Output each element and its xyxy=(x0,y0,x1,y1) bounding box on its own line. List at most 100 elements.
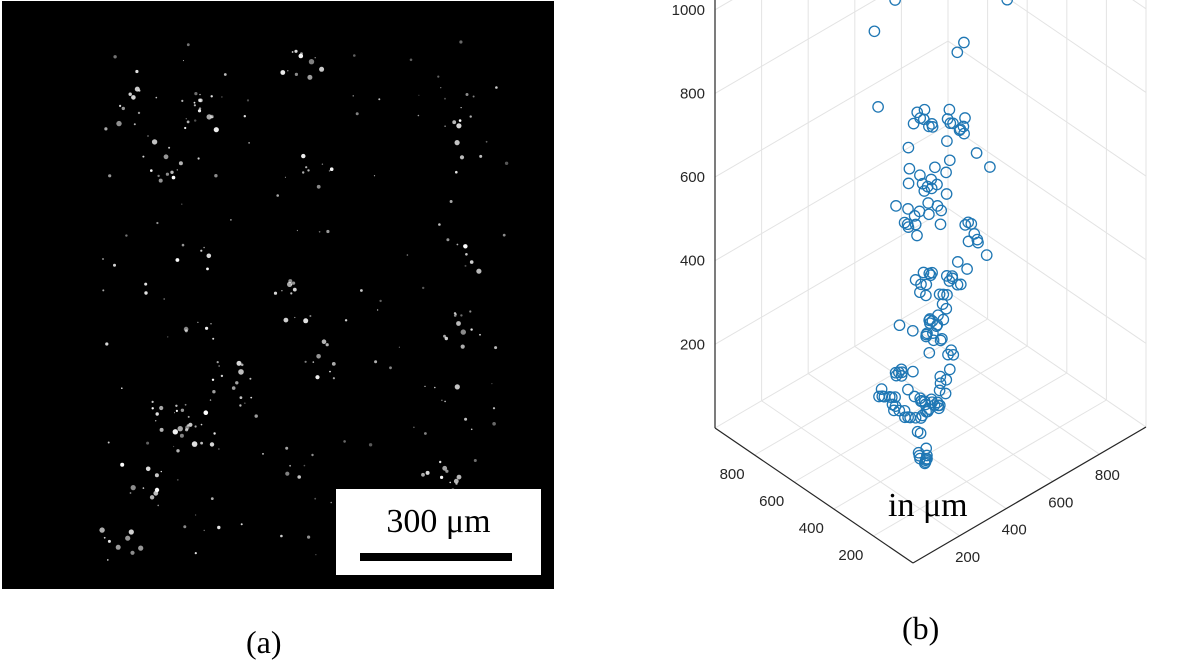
grid-line xyxy=(754,318,988,456)
data-point xyxy=(958,36,970,49)
particle xyxy=(185,428,189,432)
particle xyxy=(151,407,154,410)
particle xyxy=(214,174,218,178)
particle xyxy=(309,315,312,317)
particle xyxy=(285,471,290,476)
data-point xyxy=(890,200,902,212)
data-point xyxy=(902,177,915,190)
particle xyxy=(434,386,436,389)
particle xyxy=(107,441,110,444)
particle xyxy=(105,342,109,346)
grid-line xyxy=(1132,0,1147,10)
particle xyxy=(449,481,452,484)
particle xyxy=(479,154,483,158)
x-tick-label: 800 xyxy=(1095,467,1120,484)
data-point xyxy=(921,449,933,462)
particle xyxy=(325,343,329,347)
particle xyxy=(137,111,141,115)
particle xyxy=(494,346,498,350)
particle xyxy=(504,161,509,165)
particle xyxy=(344,319,348,322)
data-point xyxy=(889,0,901,6)
particle xyxy=(406,254,409,256)
particle xyxy=(492,422,496,426)
particle xyxy=(374,360,378,364)
particle xyxy=(155,420,157,422)
data-point xyxy=(940,373,953,386)
data-point xyxy=(943,154,956,167)
particle xyxy=(302,171,305,174)
data-point xyxy=(959,219,972,231)
particle xyxy=(328,170,331,172)
particle xyxy=(230,219,232,221)
particle xyxy=(182,60,184,62)
data-point xyxy=(908,210,921,222)
data-point xyxy=(984,161,996,173)
particle xyxy=(464,264,467,267)
particle xyxy=(353,54,356,57)
particle xyxy=(203,246,205,249)
data-point xyxy=(893,319,906,332)
data-point xyxy=(934,218,947,231)
data-point xyxy=(928,399,941,411)
particle xyxy=(281,290,283,292)
particle xyxy=(442,465,448,471)
particle xyxy=(216,361,219,364)
grid-line xyxy=(901,318,1100,455)
particle xyxy=(172,429,178,435)
particle xyxy=(218,365,220,367)
particle xyxy=(301,153,306,159)
particle xyxy=(314,497,317,500)
data-point xyxy=(940,270,953,282)
data-point xyxy=(903,162,916,175)
grid-line xyxy=(714,40,949,178)
particle xyxy=(438,223,441,226)
particle xyxy=(485,140,488,143)
scatter-3d-chart: 200 400 600 800 200 400 600 800 200 400 600 800 1000 xyxy=(672,0,1147,566)
particle xyxy=(181,99,184,102)
particle xyxy=(213,127,219,133)
particle xyxy=(491,383,493,385)
particle xyxy=(311,453,314,457)
particle xyxy=(144,291,148,295)
particle xyxy=(248,142,251,144)
particle xyxy=(191,441,198,447)
particle xyxy=(284,176,286,178)
particle xyxy=(205,326,209,330)
particle xyxy=(425,470,430,475)
data-point xyxy=(943,363,956,376)
particle xyxy=(454,140,460,146)
particle xyxy=(211,378,215,381)
particle xyxy=(209,442,215,447)
particle xyxy=(449,200,453,203)
particle xyxy=(289,464,291,467)
data-point xyxy=(958,127,970,140)
data-point xyxy=(918,185,931,197)
particle xyxy=(321,339,327,345)
particle xyxy=(469,115,472,118)
data-point xyxy=(961,263,973,275)
particle xyxy=(409,58,413,62)
data-point xyxy=(923,120,935,133)
particle xyxy=(165,172,169,176)
particle xyxy=(360,289,363,292)
data-point xyxy=(909,274,922,286)
y-tick-label: 200 xyxy=(838,547,863,564)
particle xyxy=(315,375,320,380)
particle xyxy=(321,163,324,165)
particle xyxy=(307,169,310,172)
particle xyxy=(158,178,163,183)
particle xyxy=(220,374,224,378)
particle xyxy=(470,328,473,331)
grid-line xyxy=(714,0,733,11)
particle xyxy=(456,321,461,326)
particle xyxy=(314,57,316,59)
particle xyxy=(181,243,185,247)
data-point xyxy=(970,147,983,159)
particle xyxy=(128,92,132,96)
particle xyxy=(441,399,443,401)
particle xyxy=(108,174,112,178)
particle xyxy=(453,314,457,317)
z-tick-label: 400 xyxy=(680,253,705,270)
particle xyxy=(193,101,196,104)
